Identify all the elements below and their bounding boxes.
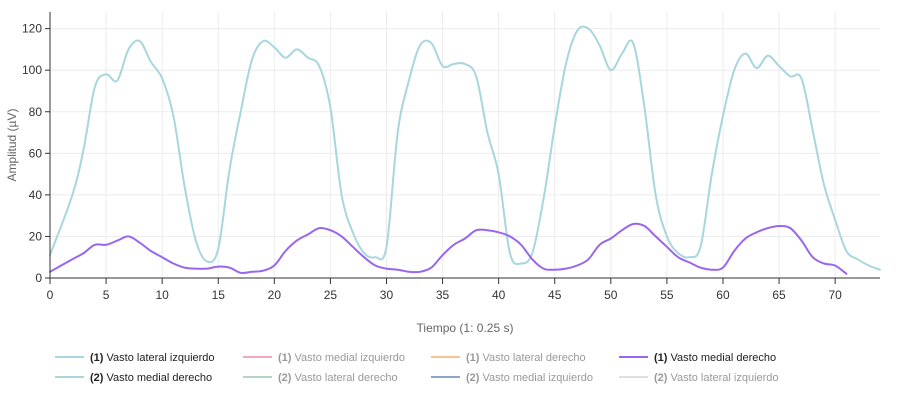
legend-series-name: Vasto lateral izquierdo: [667, 372, 778, 384]
x-tick-label: 25: [324, 288, 338, 302]
x-tick-label: 5: [103, 288, 110, 302]
legend-prefix: (2): [90, 372, 104, 384]
legend-prefix: (1): [654, 352, 668, 364]
x-axis-ticks: 0 5 10 15 20 25 30 35 40 45 50 55 60 65 70: [47, 278, 842, 302]
legend-series-name: Vasto medial derecho: [667, 352, 776, 364]
legend-label: (2) Vasto medial derecho: [90, 372, 212, 384]
y-tick-label: 80: [29, 105, 43, 119]
legend-prefix: (2): [466, 372, 480, 384]
series-group: [49, 25, 881, 275]
y-tick-label: 120: [22, 22, 42, 36]
legend-item-4[interactable]: (2) Vasto medial derecho: [55, 372, 212, 384]
legend-prefix: (1): [90, 352, 104, 364]
legend-prefix: (1): [278, 352, 292, 364]
y-tick-label: 0: [35, 271, 42, 285]
legend-item-1[interactable]: (1) Vasto medial izquierdo: [243, 352, 405, 364]
x-tick-label: 50: [604, 288, 618, 302]
y-tick-label: 100: [22, 63, 42, 77]
x-tick-label: 55: [660, 288, 674, 302]
legend-label: (1) Vasto medial izquierdo: [278, 352, 405, 364]
x-tick-label: 70: [828, 288, 842, 302]
series-line-3: [49, 222, 848, 275]
y-tick-label: 40: [29, 188, 43, 202]
chart-grid: [50, 12, 880, 278]
x-tick-label: 60: [716, 288, 730, 302]
chart-legend: (1) Vasto lateral izquierdo (1) Vasto med…: [55, 352, 779, 384]
x-tick-label: 35: [436, 288, 450, 302]
x-tick-label: 40: [492, 288, 506, 302]
y-tick-label: 60: [29, 146, 43, 160]
y-tick-label: 20: [29, 229, 43, 243]
x-tick-label: 45: [548, 288, 562, 302]
legend-prefix: (1): [466, 352, 480, 364]
legend-prefix: (2): [278, 372, 292, 384]
legend-series-name: Vasto medial izquierdo: [291, 352, 405, 364]
x-tick-label: 30: [380, 288, 394, 302]
legend-label: (1) Vasto lateral derecho: [466, 352, 586, 364]
legend-item-5[interactable]: (2) Vasto lateral derecho: [243, 372, 398, 384]
legend-item-2[interactable]: (1) Vasto lateral derecho: [431, 352, 586, 364]
legend-item-7[interactable]: (2) Vasto lateral izquierdo: [619, 372, 779, 384]
legend-prefix: (2): [654, 372, 668, 384]
x-tick-label: 0: [47, 288, 54, 302]
legend-item-6[interactable]: (2) Vasto medial izquierdo: [431, 372, 593, 384]
y-axis-ticks: 0 20 40 60 80 100 120: [22, 22, 50, 285]
legend-item-3[interactable]: (1) Vasto medial derecho: [619, 352, 776, 364]
legend-item-0[interactable]: (1) Vasto lateral izquierdo: [55, 352, 215, 364]
x-tick-label: 10: [155, 288, 169, 302]
legend-series-name: Vasto medial izquierdo: [479, 372, 593, 384]
series-line-0: [49, 25, 881, 271]
x-tick-label: 65: [772, 288, 786, 302]
x-tick-label: 15: [212, 288, 226, 302]
x-tick-label: 20: [268, 288, 282, 302]
y-axis-title: Amplitud (µV): [5, 109, 19, 182]
legend-series-name: Vasto medial derecho: [103, 372, 212, 384]
legend-label: (2) Vasto lateral derecho: [278, 372, 398, 384]
legend-label: (2) Vasto medial izquierdo: [466, 372, 593, 384]
legend-series-name: Vasto lateral izquierdo: [103, 352, 214, 364]
legend-series-name: Vasto lateral derecho: [479, 352, 585, 364]
legend-label: (2) Vasto lateral izquierdo: [654, 372, 779, 384]
legend-series-name: Vasto lateral derecho: [291, 372, 397, 384]
x-axis-title: Tiempo (1: 0.25 s): [417, 321, 514, 335]
legend-label: (1) Vasto medial derecho: [654, 352, 776, 364]
legend-label: (1) Vasto lateral izquierdo: [90, 352, 215, 364]
